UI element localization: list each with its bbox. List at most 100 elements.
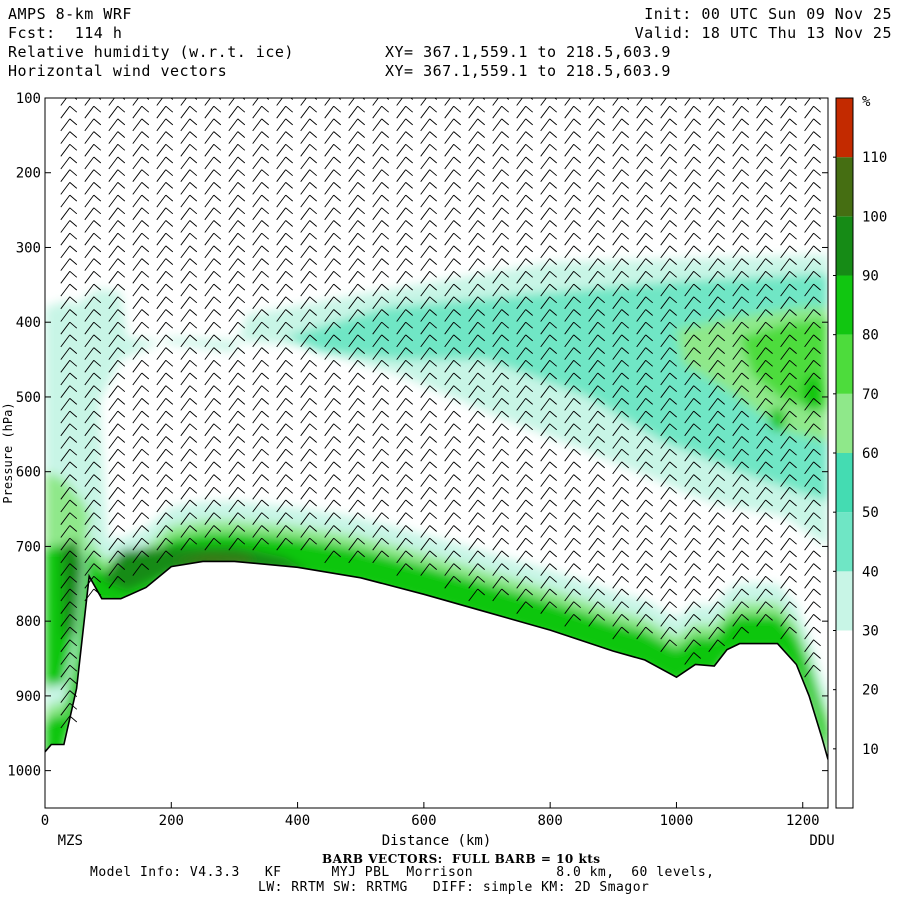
wind-barb [60,385,78,398]
wind-barb [324,359,341,373]
wind-barb [84,270,102,284]
wind-barb [276,270,293,284]
wind-barb [324,283,341,297]
wind-barb [276,232,293,246]
wind-barb [732,423,749,437]
wind-barb [468,410,485,424]
colorbar-label: 30 [862,624,879,640]
wind-barb [756,614,773,627]
wind-barb [276,258,293,271]
wind-barb [732,334,749,348]
wind-barb [684,525,701,538]
wind-barb [156,486,174,500]
wind-barb [684,512,701,525]
wind-barb [756,270,773,284]
wind-barb [780,245,797,259]
wind-barb [804,245,821,259]
wind-barb [180,143,198,157]
wind-barb [276,537,293,551]
wind-barb [804,283,821,297]
wind-barb [732,359,749,373]
wind-barb [396,512,413,525]
wind-barb [684,118,701,132]
wind-barb [612,321,629,335]
wind-barb [228,512,246,525]
wind-barb [564,398,581,411]
wind-barb [684,131,701,144]
wind-barb [156,156,174,170]
wind-barb [324,550,341,564]
wind-barb [804,626,821,640]
wind-barb [636,499,653,513]
wind-barb [324,385,341,398]
wind-barb [180,98,198,106]
wind-barb [204,296,222,310]
wind-barb [756,550,773,564]
wind-barb [60,98,78,106]
wind-barb [708,143,725,157]
wind-barb [204,131,222,144]
wind-barb [804,270,821,284]
wind-barb [420,321,437,335]
wind-barb [540,575,557,589]
wind-barb [132,372,150,386]
wind-barb [684,639,701,653]
wind-barb [732,156,749,170]
wind-barb [228,359,246,373]
wind-barb [708,105,725,119]
wind-barb [372,398,389,411]
terrain-line [45,560,828,760]
wind-barb [492,118,509,132]
wind-barb [60,461,78,475]
wind-barb [372,296,389,310]
wind-barb [420,550,437,564]
wind-barb [660,169,677,182]
wind-barb [324,525,341,538]
wind-barb [540,258,557,271]
y-tick-label: 1000 [7,764,41,780]
wind-barb [756,448,773,462]
valid-time: Valid: 18 UTC Thu 13 Nov 25 [634,24,892,42]
wind-barb [516,156,533,170]
colorbar-label: 40 [862,564,879,580]
wind-barb [132,118,150,132]
colorbar-segment [836,571,853,631]
wind-barb [804,194,821,208]
wind-barb [732,525,749,538]
wind-barb [372,359,389,373]
wind-barb [732,398,749,411]
wind-barb [684,614,701,627]
wind-barb [108,296,126,310]
wind-barb [324,169,341,182]
wind-barb [372,169,389,182]
wind-barb [84,372,102,386]
wind-barb [756,296,773,310]
wind-barb [60,372,78,386]
wind-barb [396,385,413,398]
wind-barb [300,182,317,195]
wind-barb [204,423,222,437]
wind-barb [108,398,126,411]
wind-barb [228,207,246,221]
wind-barb [444,169,461,182]
wind-barb [780,182,797,195]
wind-barb [492,182,509,195]
wind-barb [756,563,773,576]
wind-barb [324,232,341,246]
wind-barb [684,372,701,386]
wind-barb [516,436,533,449]
wind-barb [132,131,150,144]
wind-barb [468,220,485,233]
wind-barb [540,385,557,398]
wind-barb [588,98,605,106]
wind-barb [204,372,222,386]
wind-barb [492,169,509,182]
wind-barb [756,118,773,132]
wind-barb [444,525,461,538]
wind-barb [636,537,653,551]
wind-barb [252,436,269,449]
wind-barb [108,309,126,322]
wind-barb [708,486,725,500]
wind-barb [684,486,701,500]
wind-barb [804,296,821,310]
